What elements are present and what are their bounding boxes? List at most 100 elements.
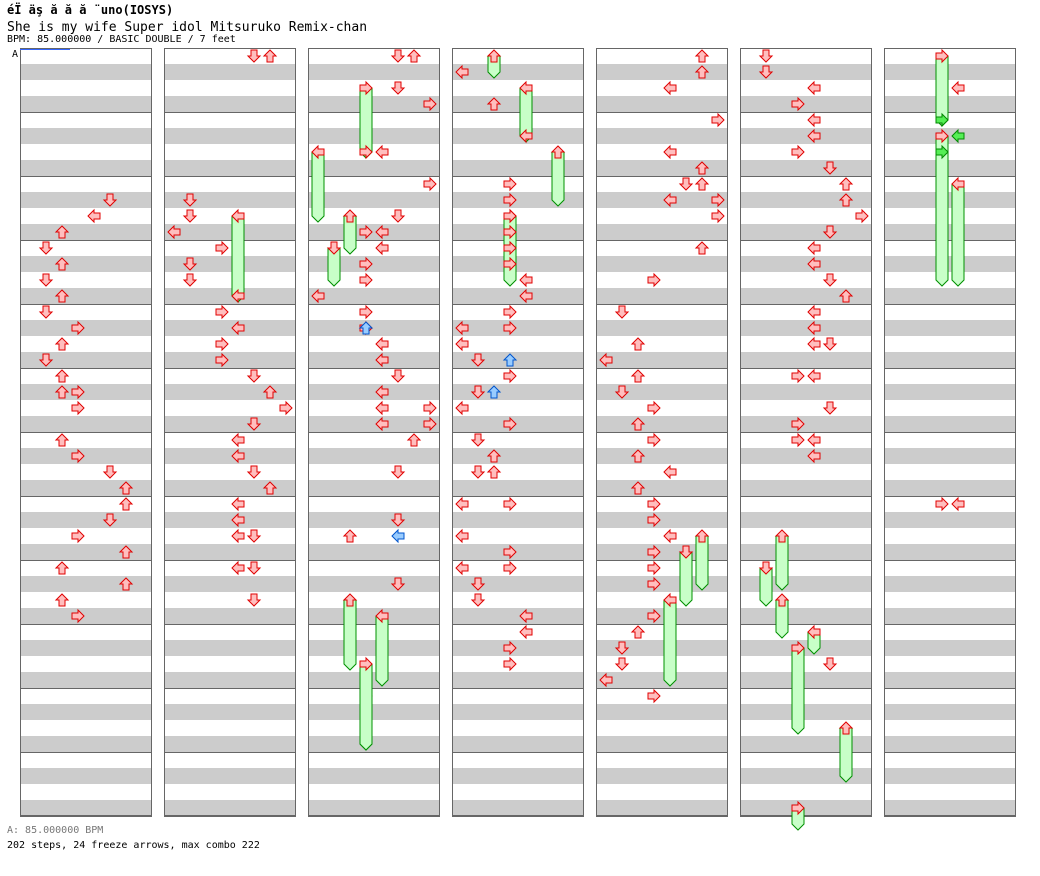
beat-band	[308, 256, 440, 272]
freeze-arrow	[311, 151, 325, 223]
step-arrow	[246, 593, 262, 607]
beat-band	[164, 288, 296, 304]
step-arrow	[54, 385, 70, 399]
beat-band	[20, 608, 152, 624]
beat-band	[308, 800, 440, 816]
step-arrow	[311, 288, 325, 304]
step-arrow	[38, 305, 54, 319]
blue-arrow	[358, 321, 374, 335]
beat-band	[596, 224, 728, 240]
beat-band	[20, 320, 152, 336]
step-arrow	[390, 49, 406, 63]
step-arrow	[182, 257, 198, 271]
beat-band	[164, 320, 296, 336]
step-arrow	[647, 432, 661, 448]
freeze-arrow	[375, 615, 389, 687]
beat-band	[20, 512, 152, 528]
step-arrow	[231, 512, 245, 528]
beat-band	[164, 480, 296, 496]
beat-band	[740, 800, 872, 816]
step-arrow	[694, 177, 710, 191]
beat-band	[308, 224, 440, 240]
chart-column-border	[596, 48, 728, 816]
beat-band	[20, 480, 152, 496]
step-arrow	[807, 448, 821, 464]
step-arrow	[375, 384, 389, 400]
step-arrow	[807, 336, 821, 352]
beat-band	[596, 320, 728, 336]
beat-band	[308, 128, 440, 144]
step-arrow	[38, 353, 54, 367]
step-arrow	[262, 49, 278, 63]
beat-band	[20, 224, 152, 240]
beat-band	[452, 320, 584, 336]
step-arrow	[167, 224, 181, 240]
step-arrow	[822, 337, 838, 351]
beat-band	[20, 640, 152, 656]
step-arrow	[118, 497, 134, 511]
step-arrow	[503, 544, 517, 560]
beat-band	[596, 64, 728, 80]
beat-band	[740, 640, 872, 656]
beat-band	[596, 192, 728, 208]
step-arrow	[262, 481, 278, 495]
step-arrow	[246, 465, 262, 479]
step-arrow	[71, 384, 85, 400]
beat-band	[740, 352, 872, 368]
beat-band	[308, 352, 440, 368]
step-arrow	[807, 304, 821, 320]
beat-band	[164, 672, 296, 688]
step-arrow	[503, 304, 517, 320]
step-arrow	[54, 337, 70, 351]
beat-band	[740, 608, 872, 624]
step-arrow	[359, 224, 373, 240]
beat-band	[740, 736, 872, 752]
beat-band	[884, 480, 1016, 496]
beat-band	[884, 544, 1016, 560]
step-arrow	[503, 224, 517, 240]
beat-band	[452, 256, 584, 272]
beat-band	[164, 192, 296, 208]
step-arrow	[503, 496, 517, 512]
step-arrow	[455, 560, 469, 576]
step-arrow	[102, 193, 118, 207]
step-arrow	[647, 544, 661, 560]
step-arrow	[647, 560, 661, 576]
freeze-head-arrow	[951, 176, 965, 192]
beat-band	[884, 384, 1016, 400]
beat-band	[884, 352, 1016, 368]
freeze-head-arrow	[231, 208, 245, 224]
step-arrow	[503, 640, 517, 656]
beat-band	[308, 640, 440, 656]
step-arrow	[118, 545, 134, 559]
beat-band	[308, 416, 440, 432]
beat-band	[308, 672, 440, 688]
freeze-arrow	[775, 535, 789, 591]
beat-band	[596, 512, 728, 528]
step-arrow	[599, 672, 613, 688]
beat-band	[308, 64, 440, 80]
freeze-arrow	[663, 599, 677, 687]
step-arrow	[406, 49, 422, 63]
freeze-head-arrow	[807, 624, 821, 640]
step-arrow	[231, 288, 245, 304]
beat-band	[884, 512, 1016, 528]
freeze-arrow	[359, 663, 373, 751]
step-arrow	[71, 400, 85, 416]
beat-band	[740, 480, 872, 496]
step-arrow	[647, 576, 661, 592]
freeze-arrow	[839, 727, 853, 783]
step-arrow	[855, 208, 869, 224]
step-arrow	[599, 352, 613, 368]
beat-band	[740, 96, 872, 112]
step-arrow	[54, 289, 70, 303]
beat-band	[884, 96, 1016, 112]
beat-band	[452, 384, 584, 400]
beat-band	[308, 768, 440, 784]
beat-band	[596, 288, 728, 304]
step-arrow	[375, 400, 389, 416]
beat-band	[452, 288, 584, 304]
step-arrow	[246, 529, 262, 543]
step-arrow	[630, 481, 646, 495]
beat-band	[740, 160, 872, 176]
